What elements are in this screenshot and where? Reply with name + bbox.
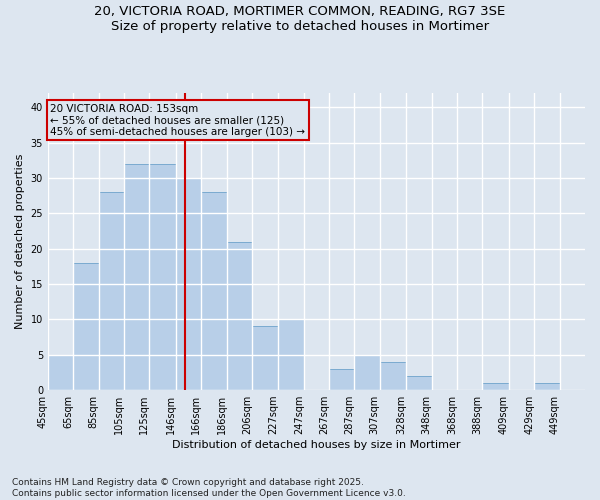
Bar [535, 383, 560, 390]
Bar [149, 164, 176, 390]
Bar [48, 354, 73, 390]
Text: 20, VICTORIA ROAD, MORTIMER COMMON, READING, RG7 3SE
Size of property relative t: 20, VICTORIA ROAD, MORTIMER COMMON, READ… [94, 5, 506, 33]
Bar [406, 376, 432, 390]
Text: Contains HM Land Registry data © Crown copyright and database right 2025.
Contai: Contains HM Land Registry data © Crown c… [12, 478, 406, 498]
Bar [482, 383, 509, 390]
Bar [380, 362, 406, 390]
Text: 20 VICTORIA ROAD: 153sqm
← 55% of detached houses are smaller (125)
45% of semi-: 20 VICTORIA ROAD: 153sqm ← 55% of detach… [50, 104, 305, 137]
Bar [278, 320, 304, 390]
Bar [201, 192, 227, 390]
X-axis label: Distribution of detached houses by size in Mortimer: Distribution of detached houses by size … [172, 440, 461, 450]
Bar [124, 164, 149, 390]
Bar [98, 192, 124, 390]
Bar [329, 369, 355, 390]
Bar [227, 242, 252, 390]
Bar [176, 178, 201, 390]
Bar [73, 263, 98, 390]
Bar [355, 354, 380, 390]
Bar [252, 326, 278, 390]
Y-axis label: Number of detached properties: Number of detached properties [15, 154, 25, 329]
